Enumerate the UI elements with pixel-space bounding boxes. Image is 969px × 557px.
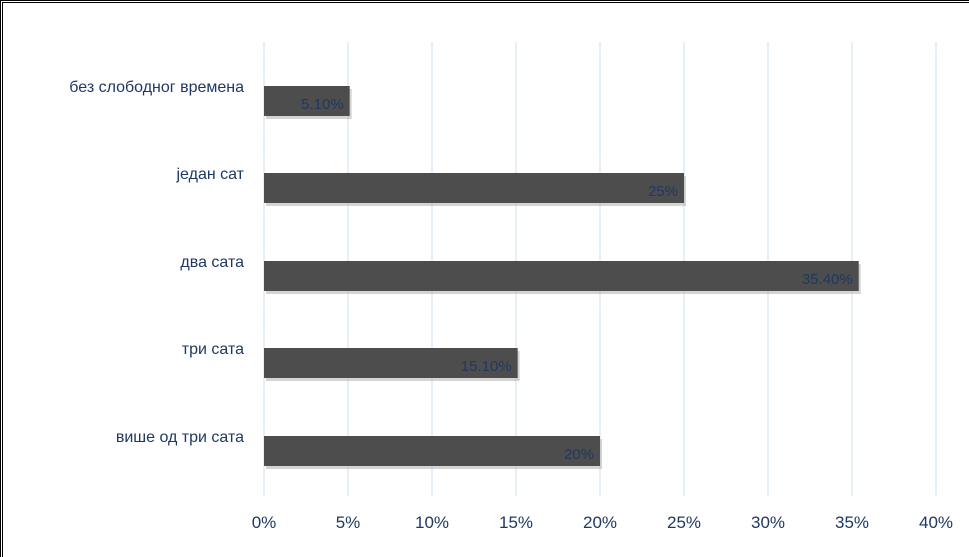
bar: [264, 261, 859, 291]
bar: [264, 348, 518, 378]
bars: 5.10% 25% 35.40% 15.10% 20%: [264, 86, 861, 469]
category-label: један сат: [176, 166, 245, 183]
category-label: три сата: [182, 341, 244, 358]
data-label: 15.10%: [461, 358, 512, 375]
bar: [264, 173, 684, 203]
data-label: 5.10%: [301, 96, 344, 113]
x-tick-label: 35%: [835, 513, 869, 532]
category-labels: без слободног времена један сат два сата тр…: [69, 79, 244, 446]
category-label: два сата: [180, 254, 244, 271]
category-label: више од три сата: [116, 429, 244, 446]
data-label: 35.40%: [802, 271, 853, 288]
bar: [264, 436, 600, 466]
x-tick-label: 10%: [415, 513, 449, 532]
x-tick-label: 30%: [751, 513, 785, 532]
x-tick-label: 5%: [336, 513, 361, 532]
x-tick-label: 15%: [499, 513, 533, 532]
x-tick-label: 20%: [583, 513, 617, 532]
category-label: без слободног времена: [69, 79, 244, 96]
x-tick-label: 0%: [252, 513, 277, 532]
x-tick-label: 40%: [919, 513, 953, 532]
data-label: 25%: [648, 183, 678, 200]
x-tick-label: 25%: [667, 513, 701, 532]
bar: [264, 86, 350, 116]
data-label: 20%: [564, 446, 594, 463]
x-tick-labels: 0% 5% 10% 15% 20% 25% 30% 35% 40%: [252, 513, 953, 532]
